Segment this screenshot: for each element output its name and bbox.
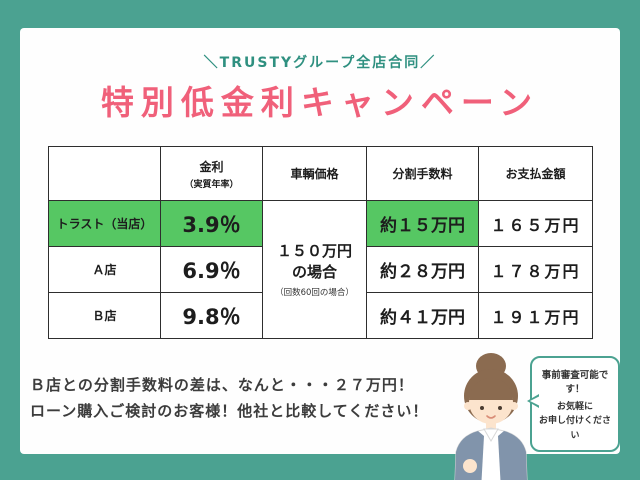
speech-bubble-line3: お申し付けください: [538, 416, 611, 441]
table-header-row: 金利 （実質年率） 車輌価格 分割手数料 お支払金額: [48, 146, 593, 201]
rate-trust: 3.9％: [160, 200, 263, 247]
header-price: 車輌価格: [262, 146, 367, 201]
header-rate-sub: （実質年率）: [184, 179, 239, 190]
footer-line-2: ローン購入ご検討のお客様！他社と比較してください！: [30, 402, 429, 420]
store-name-trust: トラスト（当店）: [48, 200, 161, 247]
speech-bubble-line1: 事前審査可能です！: [541, 370, 609, 395]
footer-line-1: Ｂ店との分割手数料の差は、なんと・・・２７万円！: [30, 376, 414, 394]
header-rate: 金利 （実質年率）: [160, 146, 263, 201]
vehicle-price-note: （回数60回の場合）: [275, 287, 354, 298]
store-name-b: Ｂ店: [48, 292, 161, 339]
header-store: [48, 146, 161, 201]
total-b: １９１万円: [478, 292, 593, 339]
campaign-tagline: ＼TRUSTYグループ全店合同／: [203, 55, 437, 71]
speech-bubble-line2: お気軽に: [556, 402, 593, 412]
vehicle-price-line2: の場合: [291, 262, 337, 281]
rate-a: 6.9％: [160, 246, 263, 293]
fee-b: 約４１万円: [366, 292, 479, 339]
flyer-card: ＼TRUSTYグループ全店合同／ 特別低金利キャンペーン 金利 （実質年率） 車…: [20, 28, 620, 480]
fee-trust: 約１５万円: [366, 200, 479, 247]
rate-comparison-table: 金利 （実質年率） 車輌価格 分割手数料 お支払金額 トラスト（当店） 3.9％…: [48, 146, 593, 339]
vehicle-price-cell: １５０万円 の場合 （回数60回の場合）: [262, 200, 367, 339]
footer-message: Ｂ店との分割手数料の差は、なんと・・・２７万円！ ローン購入ご検討のお客様！他社…: [30, 372, 428, 424]
fee-a: 約２８万円: [366, 246, 479, 293]
vehicle-price-line1: １５０万円: [276, 242, 352, 261]
staff-woman-icon: [454, 353, 528, 480]
header-rate-main: 金利: [199, 159, 224, 174]
staff-illustration: [432, 348, 550, 480]
total-a: １７８万円: [478, 246, 593, 293]
header-fee: 分割手数料: [366, 146, 479, 201]
table-row-shop-a: Ａ店 6.9％ 約２８万円 １７８万円: [48, 246, 593, 293]
header-total: お支払金額: [478, 146, 593, 201]
store-name-a: Ａ店: [48, 246, 161, 293]
rate-b: 9.8％: [160, 292, 263, 339]
table-row-shop-b: Ｂ店 9.8％ 約４１万円 １９１万円: [48, 292, 593, 339]
campaign-title: 特別低金利キャンペーン: [100, 83, 540, 122]
speech-bubble: 事前審査可能です！ お気軽に お申し付けください: [527, 356, 620, 453]
total-trust: １６５万円: [478, 200, 593, 247]
table-row-trust: トラスト（当店） 3.9％ １５０万円 の場合 （回数60回の場合） 約１５万円…: [48, 200, 593, 339]
